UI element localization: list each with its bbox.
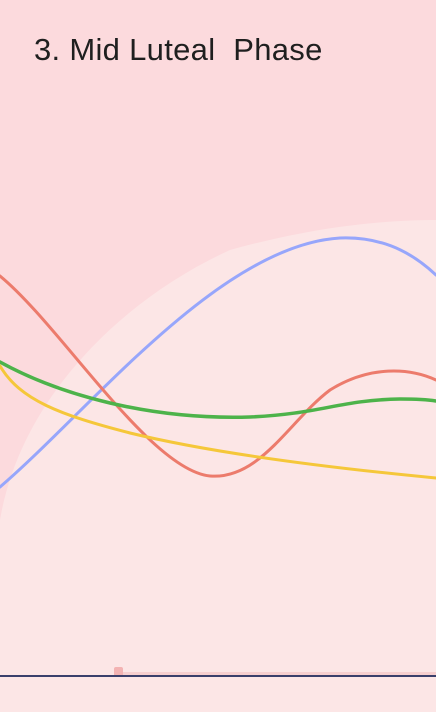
background-blob [0,220,436,712]
baseline-shadow [114,672,436,675]
green-hormone-curve [0,360,436,419]
red-hormone-curve [0,274,436,478]
baseline-marker [114,667,123,675]
chart-baseline [0,675,436,677]
yellow-hormone-curve [0,364,436,480]
phase-title: 3. Mid Luteal Phase [34,32,323,67]
blue-hormone-curve [0,236,436,489]
